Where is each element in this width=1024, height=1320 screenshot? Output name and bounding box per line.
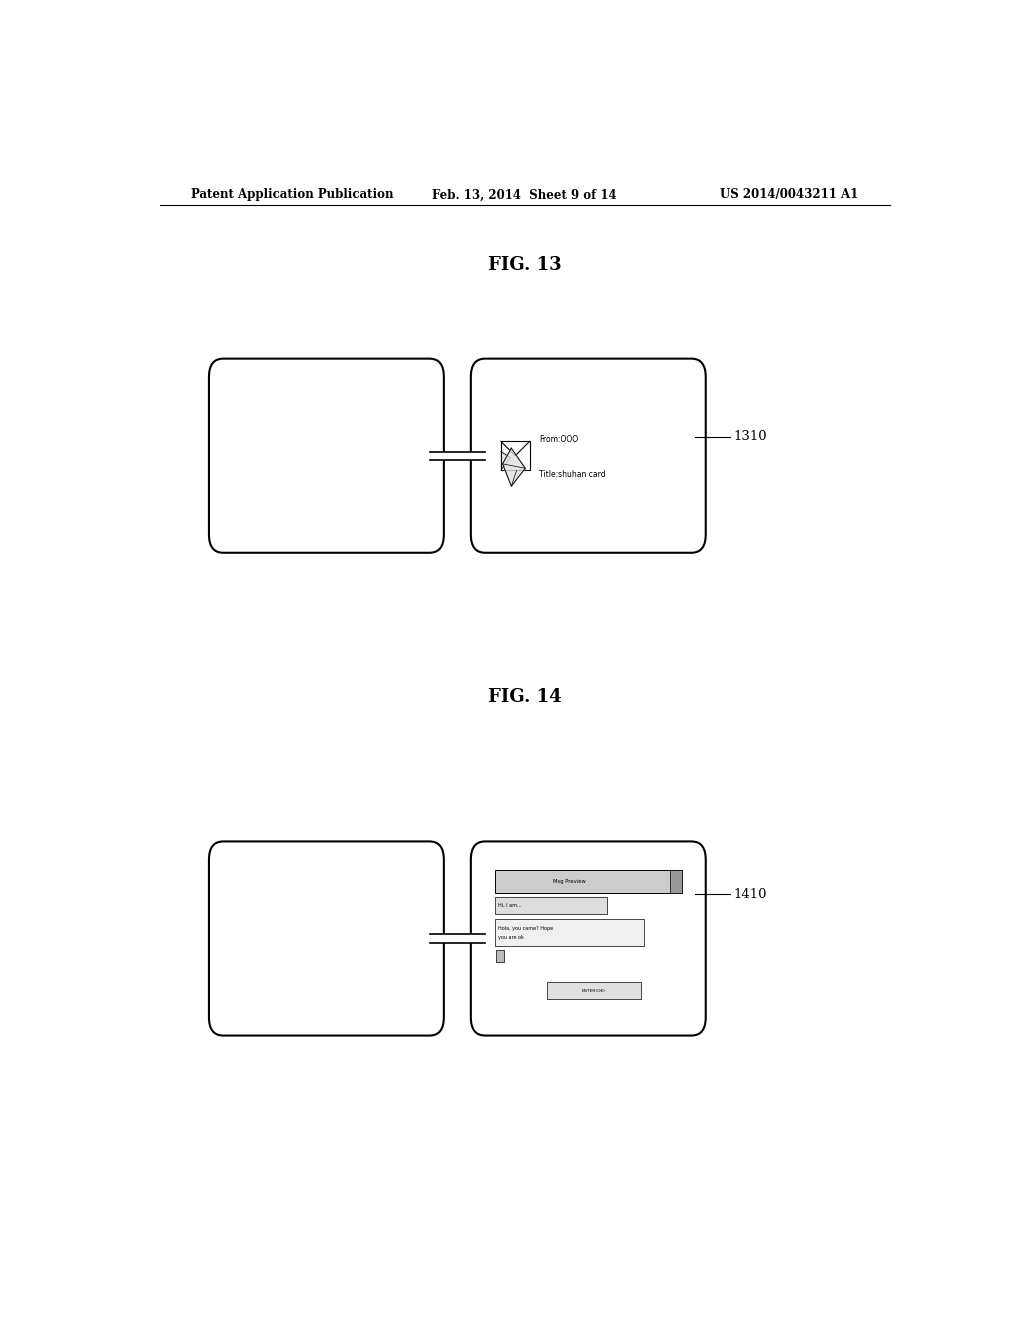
Bar: [495, 896, 607, 915]
FancyBboxPatch shape: [209, 359, 443, 553]
FancyBboxPatch shape: [209, 841, 443, 1036]
Text: ENTER(OK): ENTER(OK): [582, 989, 606, 993]
FancyBboxPatch shape: [471, 841, 706, 1036]
Text: FIG. 13: FIG. 13: [488, 256, 561, 275]
Bar: [497, 950, 504, 962]
Text: Feb. 13, 2014  Sheet 9 of 14: Feb. 13, 2014 Sheet 9 of 14: [432, 189, 617, 202]
Text: you are ok: you are ok: [498, 936, 523, 940]
Text: Hola, you came? Hope: Hola, you came? Hope: [498, 925, 553, 931]
Text: FIG. 14: FIG. 14: [488, 688, 561, 706]
Bar: [670, 870, 682, 892]
Text: Title:shuhan card: Title:shuhan card: [539, 470, 606, 479]
Text: From:OOO: From:OOO: [539, 436, 579, 445]
Bar: [547, 982, 641, 999]
Polygon shape: [501, 451, 511, 470]
Text: Hi, I am...: Hi, I am...: [498, 903, 521, 908]
Bar: [430, 935, 485, 942]
Text: Msg Preview: Msg Preview: [553, 879, 586, 883]
Polygon shape: [503, 449, 525, 486]
Bar: [495, 870, 682, 892]
Text: 1310: 1310: [733, 430, 767, 444]
Bar: [495, 919, 644, 946]
FancyBboxPatch shape: [471, 359, 706, 553]
Text: 1410: 1410: [733, 888, 767, 900]
Bar: [430, 451, 485, 459]
Text: Patent Application Publication: Patent Application Publication: [191, 189, 394, 202]
Text: US 2014/0043211 A1: US 2014/0043211 A1: [720, 189, 858, 202]
